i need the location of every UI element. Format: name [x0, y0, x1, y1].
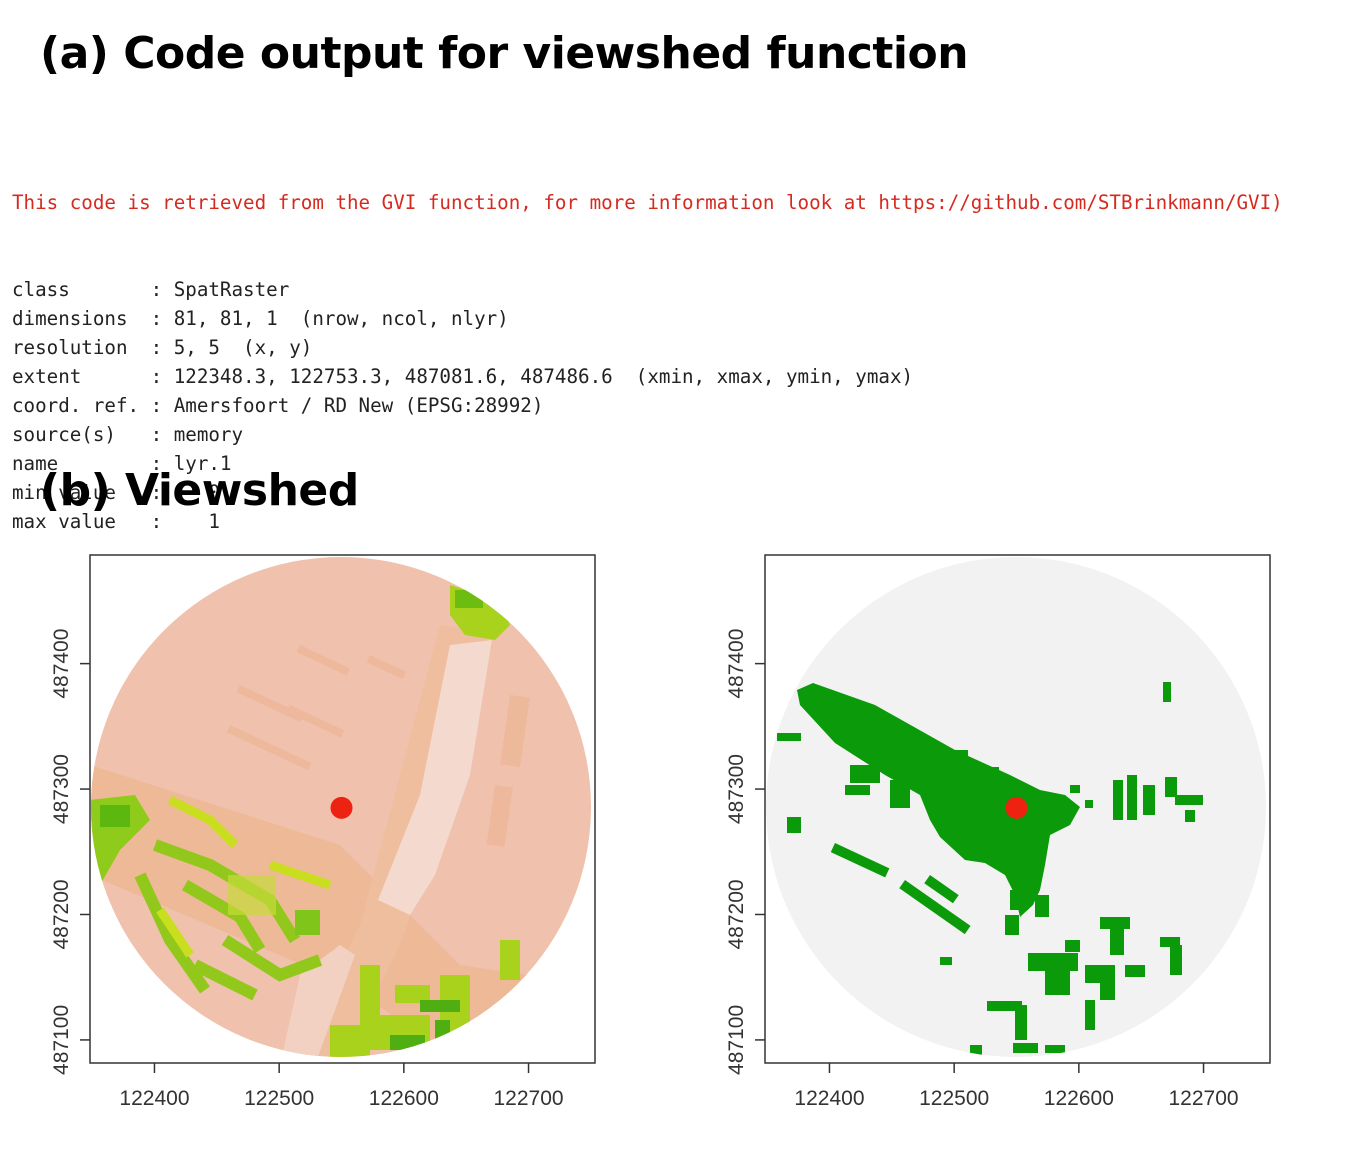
console-line: name : lyr.1 [12, 452, 232, 475]
x-tick-label: 122400 [119, 1087, 189, 1110]
y-tick-label: 487200 [725, 879, 748, 949]
x-axis: 122400 122500 122600 122700 [794, 1063, 1239, 1110]
y-tick-label: 487100 [725, 1005, 748, 1075]
x-tick-label: 122500 [919, 1087, 989, 1110]
y-tick-label: 487300 [725, 754, 748, 824]
observer-point [1005, 796, 1028, 819]
console-output: This code is retrieved from the GVI func… [12, 130, 1352, 565]
x-tick-label: 122600 [1044, 1087, 1114, 1110]
console-line: source(s) : memory [12, 423, 244, 446]
y-tick-label: 487400 [50, 629, 73, 699]
console-line: max value : 1 [12, 510, 220, 533]
x-tick-label: 122700 [1169, 1087, 1239, 1110]
console-line: coord. ref. : Amersfoort / RD New (EPSG:… [12, 394, 544, 417]
raster-layer [91, 557, 591, 1057]
x-tick-label: 122400 [794, 1087, 864, 1110]
x-tick-label: 122500 [244, 1087, 314, 1110]
observer-point [330, 796, 353, 819]
plot-frame [89, 554, 596, 1064]
x-axis: 122400 122500 122600 122700 [119, 1063, 564, 1110]
viewshed-map-binary: 122400 122500 122600 122700 487100487200487… [725, 554, 1271, 1110]
heading-code-output: (a) Code output for viewshed function [40, 28, 969, 79]
y-tick-label: 487100 [50, 1005, 73, 1075]
heading-viewshed: (b) Viewshed [40, 465, 359, 516]
y-tick-label: 487300 [50, 754, 73, 824]
console-lines: class : SpatRaster dimensions : 81, 81, 1… [12, 275, 1352, 536]
plot-frame [764, 554, 1271, 1064]
y-axis: 487100 487200 487300 487400 [50, 629, 90, 1075]
x-tick-label: 122700 [494, 1087, 564, 1110]
y-tick-label: 487200 [50, 879, 73, 949]
console-line: extent : 122348.3, 122753.3, 487081.6, 4… [12, 365, 914, 388]
x-tick-label: 122600 [369, 1087, 439, 1110]
console-line: dimensions : 81, 81, 1 (nrow, ncol, nlyr… [12, 307, 509, 330]
viewshed-map-terrain: 122400 122500 122600 122700 487100487200487… [50, 554, 596, 1110]
y-tick-label: 487400 [725, 629, 748, 699]
console-line: min value : 0 [12, 481, 220, 504]
console-line: class : SpatRaster [12, 278, 290, 301]
y-axis: 487100 487200 487300 487400 [725, 629, 765, 1075]
console-notice: This code is retrieved from the GVI func… [12, 191, 1283, 214]
console-line: resolution : 5, 5 (x, y) [12, 336, 313, 359]
